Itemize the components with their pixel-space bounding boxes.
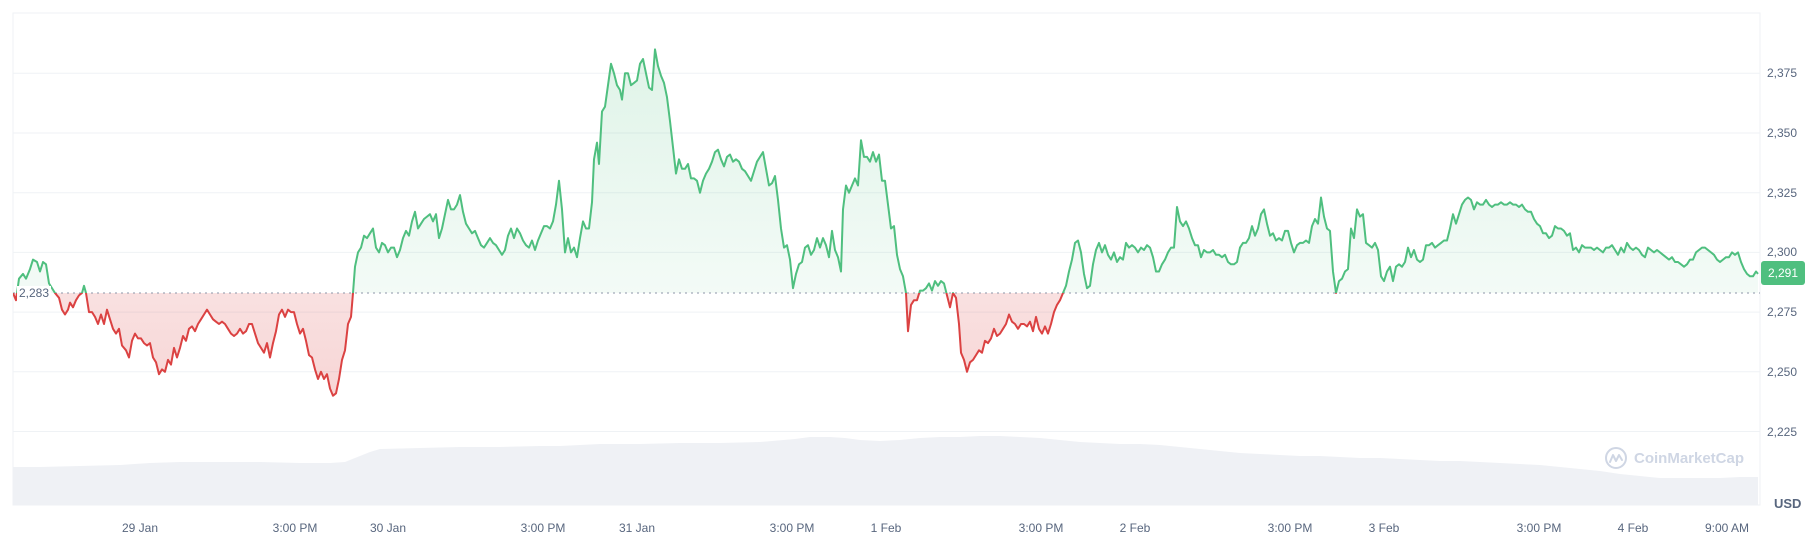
currency-label: USD — [1774, 496, 1802, 511]
x-tick-label: 9:00 AM — [1704, 521, 1750, 535]
current-price-badge: 2,291 — [1761, 261, 1805, 285]
x-tick-label: 30 Jan — [369, 521, 407, 535]
price-area-up — [13, 49, 1758, 293]
x-tick-label: 3:00 PM — [769, 521, 815, 535]
y-tick-label: 2,350 — [1767, 126, 1798, 140]
x-tick-label: 1 Feb — [870, 521, 902, 535]
y-tick-label: 2,275 — [1767, 305, 1798, 320]
x-tick-label: 3:00 PM — [1018, 521, 1064, 535]
baseline-label: 2,283 — [17, 286, 52, 300]
x-tick-label: 4 Feb — [1617, 521, 1649, 535]
x-tick-label: 31 Jan — [618, 521, 656, 535]
coinmarketcap-logo-icon — [1605, 447, 1627, 469]
y-tick-label: 2,375 — [1767, 66, 1798, 81]
x-tick-label: 29 Jan — [121, 521, 159, 535]
y-tick-label: 2,225 — [1767, 424, 1798, 439]
x-tick-label: 2 Feb — [1119, 521, 1151, 535]
price-line-down — [13, 293, 1338, 397]
x-tick-label: 3:00 PM — [520, 521, 566, 535]
watermark-text: CoinMarketCap — [1634, 449, 1745, 467]
x-tick-label: 3:00 PM — [272, 521, 318, 535]
volume-area — [13, 436, 1758, 505]
y-tick-label: 2,325 — [1767, 185, 1798, 200]
x-tick-label: 3 Feb — [1368, 521, 1400, 535]
y-tick-label: 2,250 — [1767, 364, 1798, 379]
y-tick-label: 2,300 — [1767, 245, 1798, 260]
price-area-down — [13, 293, 1758, 396]
x-tick-label: 3:00 PM — [1267, 521, 1313, 535]
price-line-up — [13, 48, 1759, 293]
x-tick-label: 3:00 PM — [1516, 521, 1562, 535]
coinmarketcap-watermark: CoinMarketCap — [1604, 446, 1744, 470]
